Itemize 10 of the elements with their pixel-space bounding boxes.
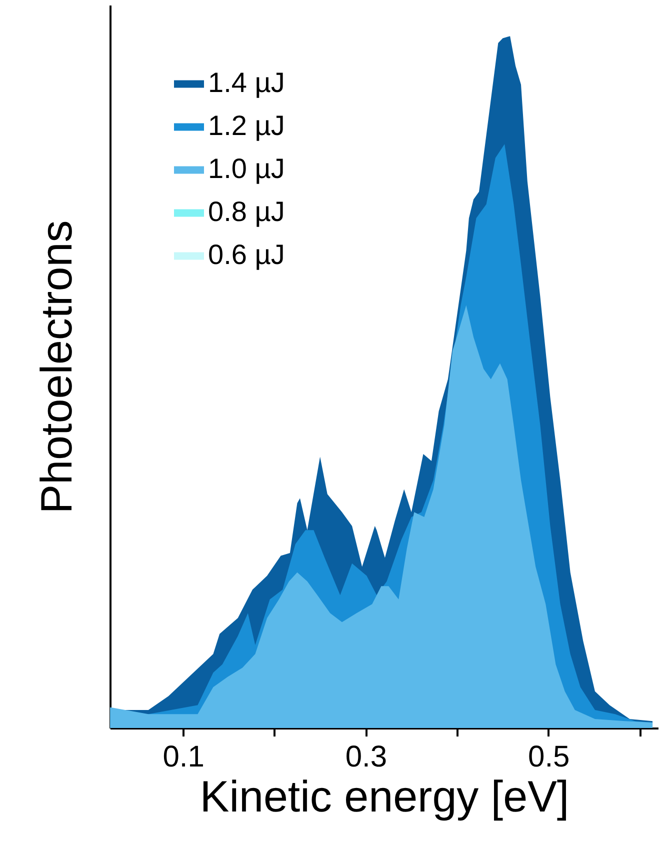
legend-label: 0.6 µJ bbox=[208, 239, 285, 270]
x-tick-label: 0.3 bbox=[345, 740, 388, 774]
y-axis-title: Photoelectrons bbox=[32, 220, 82, 514]
legend-label: 1.4 µJ bbox=[208, 67, 285, 98]
x-axis-title: Kinetic energy [eV] bbox=[200, 772, 570, 822]
x-tick-label: 0.5 bbox=[528, 740, 570, 774]
legend-label: 1.2 µJ bbox=[208, 110, 285, 141]
x-tick-label: 0.1 bbox=[162, 740, 204, 774]
legend-label: 1.0 µJ bbox=[208, 153, 285, 184]
legend-label: 0.8 µJ bbox=[208, 196, 285, 227]
